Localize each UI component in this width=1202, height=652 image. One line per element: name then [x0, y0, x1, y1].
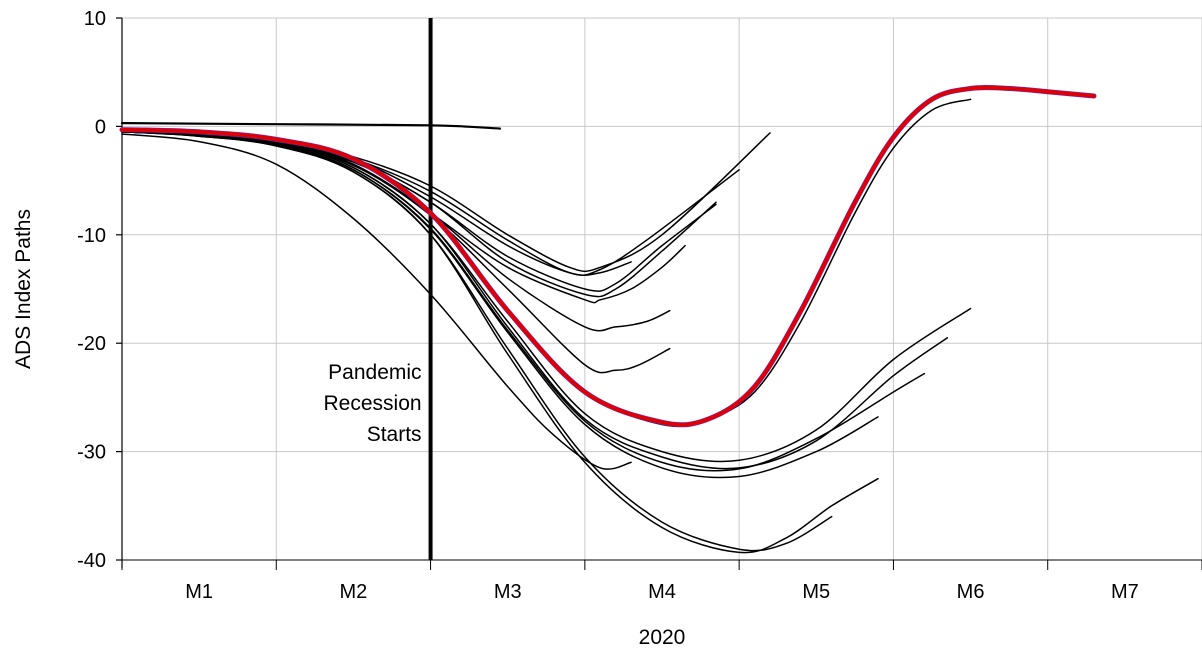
series-line: [121, 131, 926, 472]
x-tick-labels: M1 M2 M3 M4 M5 M6 M7: [185, 581, 1139, 603]
y-tick-label: 10: [84, 8, 106, 30]
highlight-line: [120, 85, 1096, 427]
grid-lines: [122, 17, 1202, 561]
y-tick-label: -20: [77, 333, 106, 355]
series-lines: [119, 18, 1097, 560]
x-tick-label: M2: [340, 581, 368, 603]
x-tick-label: M1: [185, 581, 213, 603]
annotation-text: Recession: [324, 392, 422, 415]
series-line: [121, 131, 972, 463]
y-tick-labels: 10 0 -10 -20 -30 -40: [77, 8, 106, 572]
series-line: [121, 131, 771, 273]
x-axis-label: 2020: [639, 626, 686, 649]
series-line: [121, 131, 632, 276]
annotation-text: Pandemic: [328, 361, 421, 384]
series-line: [120, 122, 502, 130]
y-tick-label: 0: [95, 116, 106, 138]
y-tick-label: -30: [77, 442, 106, 464]
axes: [116, 17, 1202, 570]
series-line: [121, 133, 632, 470]
x-tick-label: M3: [494, 581, 522, 603]
series-line: [121, 131, 717, 292]
x-tick-label: M6: [957, 581, 985, 603]
y-tick-label: -10: [77, 225, 106, 247]
series-line: [121, 131, 949, 470]
y-axis-label: ADS Index Paths: [12, 209, 35, 369]
annotation-text: Starts: [367, 423, 422, 446]
series-line: [121, 131, 671, 374]
x-tick-label: M7: [1111, 581, 1139, 603]
series-line: [121, 131, 833, 552]
series-line: [121, 131, 879, 554]
annotation: Pandemic Recession Starts: [324, 361, 422, 446]
x-tick-label: M5: [802, 581, 830, 603]
y-tick-label: -40: [77, 550, 106, 572]
x-tick-label: M4: [648, 581, 676, 603]
series-line: [121, 131, 686, 304]
series-line: [121, 131, 717, 298]
